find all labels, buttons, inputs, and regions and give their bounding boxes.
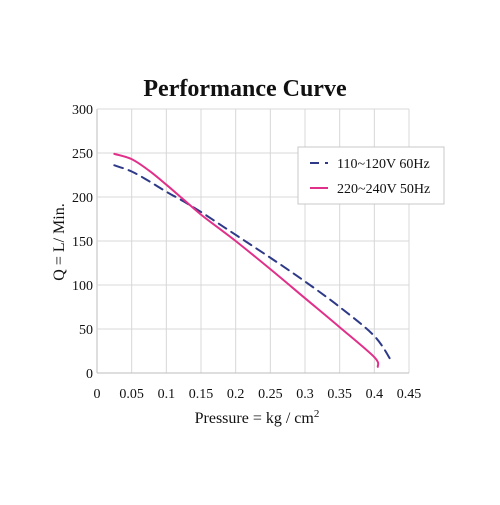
series-lines — [113, 152, 393, 368]
legend: 110~120V 60Hz 220~240V 50Hz — [297, 146, 445, 205]
y-axis-label: Q = L/ Min. — [51, 203, 68, 280]
x-axis-label: Pressure = kg / cm2 — [195, 408, 320, 427]
chart-title: Performance Curve — [143, 76, 347, 102]
y-tick-label: 150 — [72, 235, 93, 250]
legend-label-1: 110~120V 60Hz — [337, 157, 430, 172]
x-tick-label: 0.2 — [227, 387, 245, 402]
x-tick-label: 0.4 — [366, 387, 384, 402]
x-tick-label: 0.1 — [158, 387, 176, 402]
x-tick-label: 0.35 — [327, 387, 352, 402]
y-tick-label: 50 — [79, 323, 93, 338]
grid — [96, 108, 410, 374]
y-tick-label: 300 — [72, 103, 93, 118]
x-axis-label-superscript: 2 — [314, 408, 320, 420]
x-tick-label: 0.3 — [296, 387, 314, 402]
x-tick-label: 0 — [94, 387, 101, 402]
x-tick-label: 0.05 — [119, 387, 144, 402]
tick-labels: 0 0.05 0.1 0.15 0.2 0.25 0.3 0.35 0.4 0.45 0 50 100 1… — [72, 103, 421, 402]
x-tick-label: 0.15 — [189, 387, 214, 402]
series-line-2 — [113, 152, 380, 368]
legend-box — [297, 146, 445, 205]
y-tick-label: 100 — [72, 279, 93, 294]
y-tick-label: 250 — [72, 147, 93, 162]
x-tick-label: 0.45 — [397, 387, 422, 402]
y-tick-label: 200 — [72, 191, 93, 206]
y-tick-label: 0 — [86, 367, 93, 382]
legend-label-2: 220~240V 50Hz — [337, 182, 430, 197]
series-line-1 — [113, 164, 393, 363]
x-axis-label-text: Pressure = kg / cm — [195, 410, 315, 427]
x-tick-label: 0.25 — [258, 387, 283, 402]
